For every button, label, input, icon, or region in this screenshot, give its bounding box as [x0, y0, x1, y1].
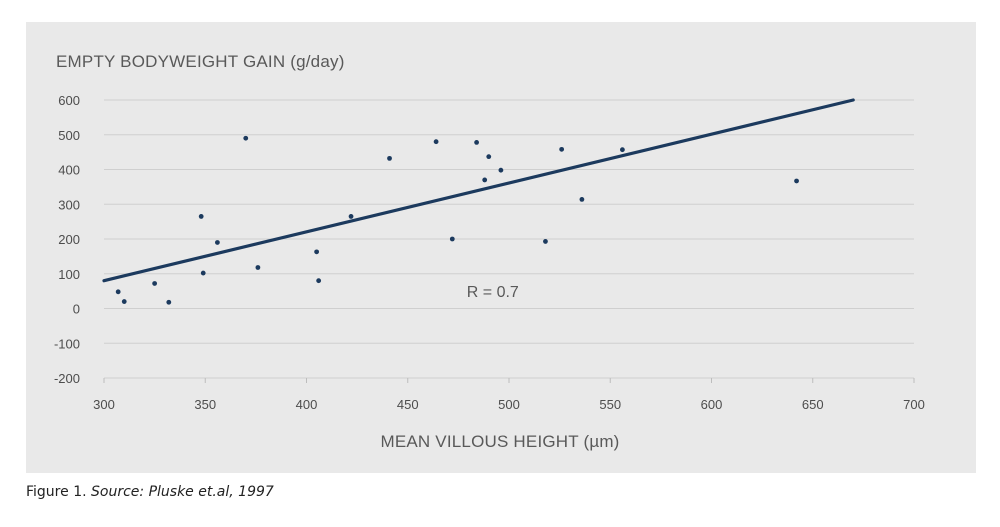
y-tick-label: 0 — [73, 302, 80, 317]
data-point — [166, 299, 172, 305]
data-point — [152, 281, 158, 286]
gridlines — [104, 99, 914, 379]
data-point — [449, 236, 455, 242]
data-point — [348, 214, 354, 219]
caption-source: Source: Pluske et.al, 1997 — [91, 484, 274, 500]
data-point — [579, 196, 585, 202]
data-point — [794, 178, 799, 184]
data-point — [486, 154, 492, 160]
trendline-layer — [102, 98, 855, 283]
data-point — [433, 139, 439, 145]
data-point — [543, 239, 548, 244]
trendline — [102, 98, 855, 283]
data-point — [482, 177, 488, 183]
data-point — [121, 299, 127, 304]
x-tick-label: 450 — [397, 397, 419, 412]
data-point — [620, 147, 625, 153]
data-point — [255, 265, 261, 270]
x-tick-label: 350 — [194, 397, 216, 412]
y-tick-label: 400 — [58, 163, 80, 178]
x-tick-label: 650 — [802, 397, 824, 412]
y-tick-label: 200 — [58, 232, 80, 247]
y-tick-label: 500 — [58, 128, 80, 143]
data-point — [115, 289, 121, 295]
data-point — [498, 167, 504, 173]
x-tick-label: 400 — [296, 397, 318, 412]
data-point — [198, 214, 204, 219]
data-point — [559, 146, 565, 152]
y-tick-label: 300 — [58, 197, 80, 212]
x-tick-label: 300 — [93, 397, 115, 412]
x-tick-label: 550 — [599, 397, 621, 412]
x-tick-label: 700 — [903, 397, 925, 412]
correlation-annotation: R = 0.7 — [467, 284, 519, 301]
y-tick-label: -100 — [54, 336, 80, 351]
data-point — [215, 240, 220, 245]
data-point — [200, 270, 206, 276]
x-tick-label: 500 — [498, 397, 520, 412]
data-points — [115, 135, 799, 305]
figure-caption: Figure 1. Source: Pluske et.al, 1997 — [26, 484, 274, 500]
y-axis-title: EMPTY BODYWEIGHT GAIN (g/day) — [56, 52, 345, 71]
x-axis-ticks: 300 350 400 450 500 550 600 650 700 — [93, 378, 925, 412]
y-tick-label: -200 — [54, 371, 80, 386]
x-tick-label: 600 — [701, 397, 723, 412]
y-tick-label: 600 — [58, 93, 80, 108]
y-axis-ticks: 600 500 400 300 200 100 0 -100 -200 — [54, 93, 80, 386]
data-point — [243, 135, 249, 141]
data-point — [474, 139, 479, 145]
data-point — [316, 278, 322, 284]
x-axis-title: MEAN VILLOUS HEIGHT (µm) — [380, 432, 619, 451]
data-point — [387, 155, 392, 161]
y-tick-label: 100 — [58, 267, 80, 282]
data-point — [314, 249, 320, 255]
caption-label: Figure 1. — [26, 484, 87, 500]
chart-panel — [26, 22, 976, 473]
